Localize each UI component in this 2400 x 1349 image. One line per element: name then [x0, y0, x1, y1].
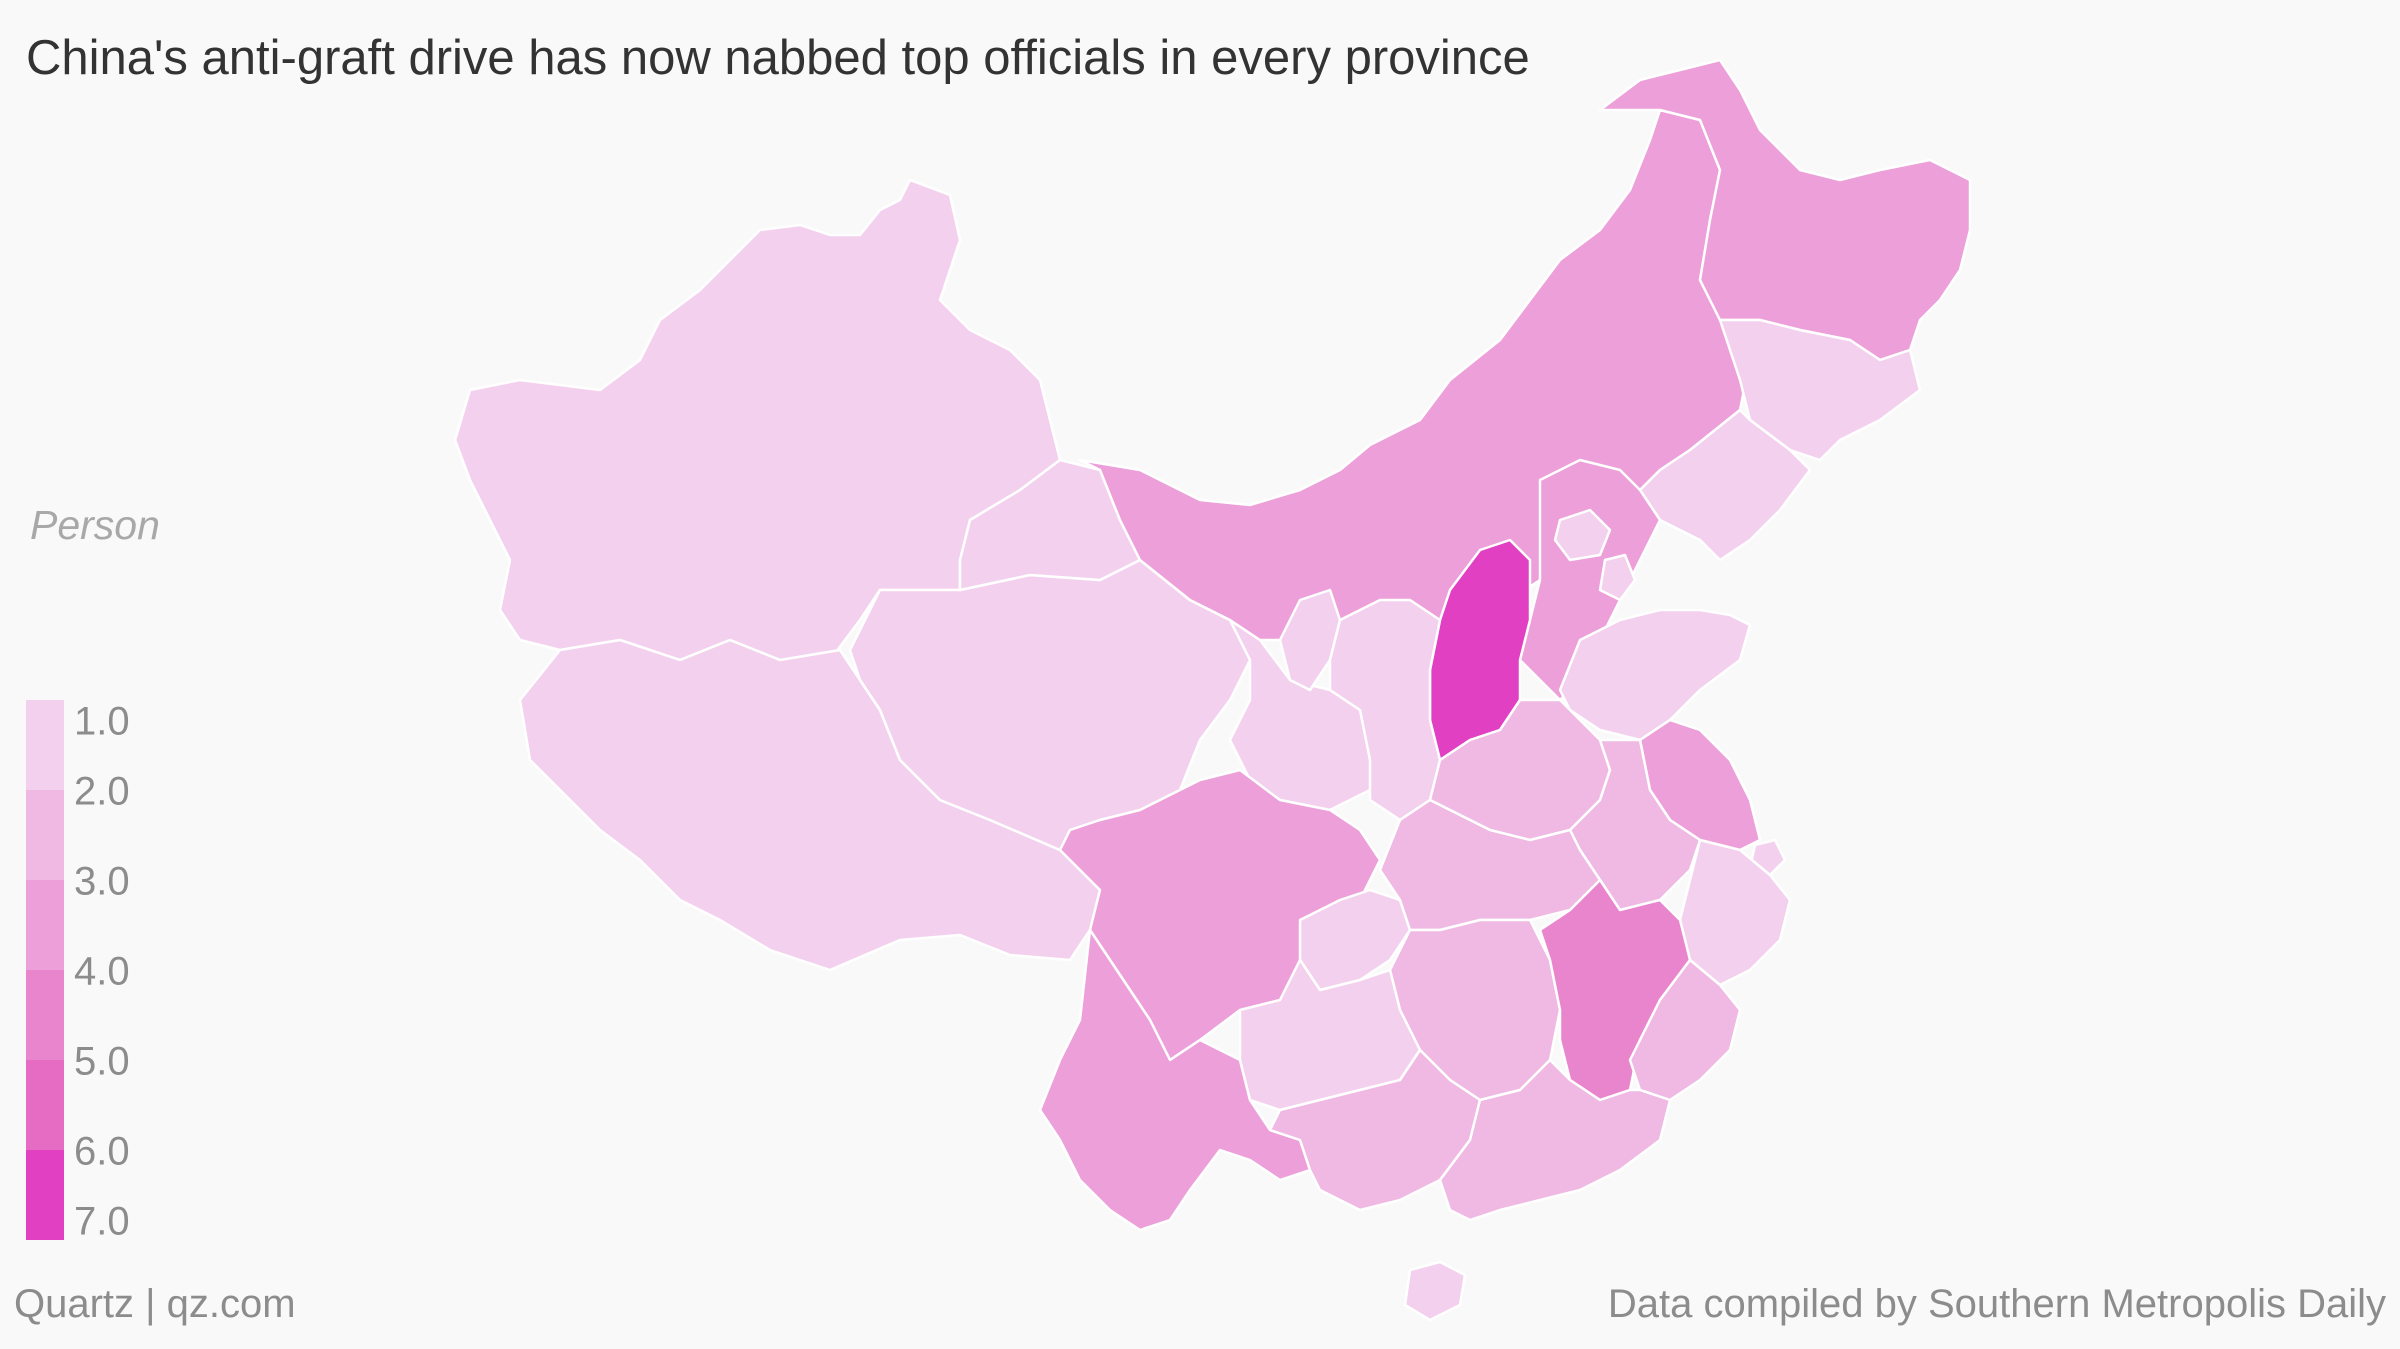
legend-tick-2: 2.0	[74, 769, 130, 814]
province-zhejiang	[1678, 838, 1792, 987]
legend-tick-4: 4.0	[74, 949, 130, 994]
footer-source: Data compiled by Southern Metropolis Dai…	[1607, 1282, 2386, 1326]
province-ningxia	[1278, 588, 1342, 692]
legend-tick-3: 3.0	[74, 859, 130, 904]
province-guangdong	[1438, 1058, 1672, 1222]
chart-title: China's anti-graft drive has now nabbed …	[26, 31, 1530, 85]
legend-tick-7: 7.0	[74, 1199, 130, 1244]
legend-unit-label: Person	[30, 502, 160, 548]
province-tianjin	[1598, 553, 1637, 602]
legend-swatch-4	[26, 970, 64, 1060]
color-legend: 1.0 2.0 3.0 4.0 5.0 6.0 7.0	[26, 699, 186, 1244]
province-fujian	[1628, 958, 1742, 1102]
legend-tick-1: 1.0	[74, 699, 130, 744]
legend-swatch-2	[26, 790, 64, 880]
province-liaoning	[1638, 408, 1812, 562]
legend-swatch-3	[26, 880, 64, 970]
province-shapes	[453, 58, 1972, 1322]
province-beijing	[1553, 508, 1612, 562]
legend-swatch-5	[26, 1060, 64, 1150]
legend-swatch-6	[26, 1150, 64, 1240]
footer-credit: Quartz | qz.com	[14, 1282, 296, 1326]
province-inner-mongolia	[1078, 108, 1752, 652]
province-heilongjiang	[1598, 58, 1972, 362]
province-hainan	[1403, 1260, 1467, 1322]
legend-swatch-1	[26, 700, 64, 790]
province-yunnan	[1038, 928, 1312, 1232]
legend-tick-6: 6.0	[74, 1129, 130, 1174]
legend-tick-5: 5.0	[74, 1039, 130, 1084]
